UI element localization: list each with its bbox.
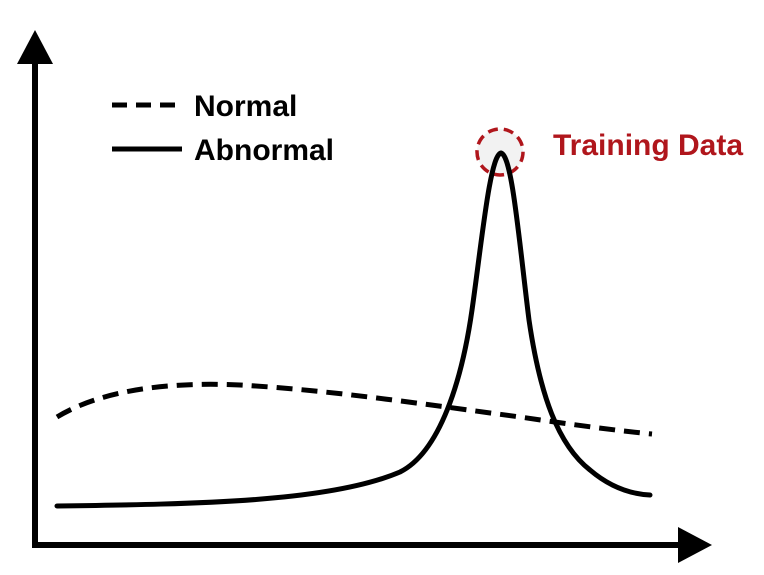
legend-abnormal-label: Abnormal — [194, 134, 334, 167]
training-data-label: Training Data — [553, 129, 743, 162]
training-data-highlight: Training Data — [475, 127, 743, 177]
legend: Normal Abnormal — [112, 90, 334, 167]
legend-normal-label: Normal — [194, 90, 297, 123]
abnormal-curve — [54, 150, 653, 509]
y-axis-arrow-icon — [17, 30, 53, 64]
normal-curve — [55, 381, 653, 437]
axes — [17, 30, 712, 563]
x-axis-arrow-icon — [678, 527, 712, 563]
